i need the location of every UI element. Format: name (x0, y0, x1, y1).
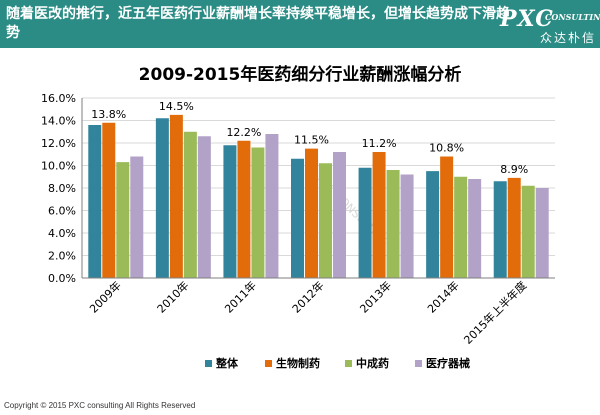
bar-医疗器械-2011年 (265, 134, 279, 278)
bar-整体-2011年 (223, 145, 237, 278)
logo-mark: PXC (500, 6, 554, 32)
bar-生物制药-2015年上半年度 (507, 177, 521, 278)
chart-title: 2009-2015年医药细分行业薪酬涨幅分析 (139, 64, 462, 85)
x-tick-label: 2012年 (289, 278, 326, 315)
x-tick-label: 2014年 (424, 278, 461, 315)
y-tick-label: 12.0% (41, 137, 76, 150)
header-banner: 随着医改的推行，近五年医药行业薪酬增长率持续平稳增长，但增长趋势成下滑趋势 PX… (0, 0, 600, 48)
bar-生物制药-2011年 (237, 140, 251, 278)
legend-swatch (205, 360, 212, 367)
bar-生物制药-2009年 (102, 122, 116, 278)
logo-chinese-name: 众达朴信 (540, 31, 597, 45)
y-tick-label: 6.0% (48, 205, 76, 218)
bar-中成药-2012年 (319, 163, 332, 278)
y-tick-label: 4.0% (48, 227, 76, 240)
bar-中成药-2011年 (251, 147, 265, 278)
bar-整体-2015年上半年度 (493, 181, 507, 278)
data-label: 8.9% (500, 163, 528, 176)
data-label: 11.5% (294, 134, 329, 147)
data-label: 12.2% (226, 126, 261, 139)
legend-label: 中成药 (356, 356, 389, 370)
x-tick-label: 2015年上半年度 (461, 278, 530, 347)
legend-swatch (415, 360, 422, 367)
x-tick-label: 2013年 (357, 278, 394, 315)
y-tick-label: 14.0% (41, 115, 76, 128)
legend-swatch (265, 360, 272, 367)
logo-subtext: CONSULTING (545, 12, 600, 22)
bar-整体-2009年 (88, 125, 102, 278)
legend-label: 整体 (215, 356, 239, 370)
legend-swatch (345, 360, 352, 367)
y-tick-label: 8.0% (48, 182, 76, 195)
y-tick-label: 16.0% (41, 92, 76, 105)
bar-医疗器械-2010年 (197, 136, 211, 278)
bar-医疗器械-2013年 (400, 174, 414, 278)
x-tick-label: 2010年 (154, 278, 191, 315)
bar-中成药-2015年上半年度 (521, 185, 535, 278)
bar-生物制药-2013年 (372, 152, 386, 278)
bar-医疗器械-2009年 (130, 156, 144, 278)
data-label: 14.5% (159, 100, 194, 113)
x-tick-label: 2009年 (86, 278, 123, 315)
footer-copyright: Copyright © 2015 PXC consulting All Righ… (4, 401, 196, 410)
header-title: 随着医改的推行，近五年医药行业薪酬增长率持续平稳增长，但增长趋势成下滑趋势 (6, 6, 510, 41)
bar-整体-2014年 (426, 171, 440, 278)
data-label: 10.8% (429, 142, 464, 155)
bar-中成药-2010年 (183, 131, 197, 278)
bar-chart: 2009-2015年医药细分行业薪酬涨幅分析 PXC CONSULTING 13… (41, 64, 555, 370)
x-tick-label: 2011年 (222, 278, 259, 315)
bar-医疗器械-2014年 (468, 179, 482, 278)
legend-label: 医疗器械 (426, 356, 470, 370)
bar-医疗器械-2015年上半年度 (535, 188, 549, 278)
bar-中成药-2013年 (386, 170, 400, 278)
bar-中成药-2009年 (116, 162, 130, 278)
bar-整体-2012年 (291, 158, 304, 278)
bar-整体-2013年 (358, 167, 372, 278)
legend-label: 生物制药 (276, 356, 320, 370)
bar-中成药-2014年 (454, 176, 468, 278)
data-label: 11.2% (362, 137, 397, 150)
y-tick-label: 10.0% (41, 160, 76, 173)
bar-整体-2010年 (155, 118, 169, 278)
y-tick-label: 0.0% (48, 272, 76, 285)
bar-医疗器械-2012年 (333, 152, 346, 278)
y-tick-label: 2.0% (48, 250, 76, 263)
bar-生物制药-2012年 (305, 148, 318, 278)
data-label: 13.8% (91, 108, 126, 121)
bar-生物制药-2014年 (440, 156, 454, 278)
bar-生物制药-2010年 (169, 114, 183, 278)
